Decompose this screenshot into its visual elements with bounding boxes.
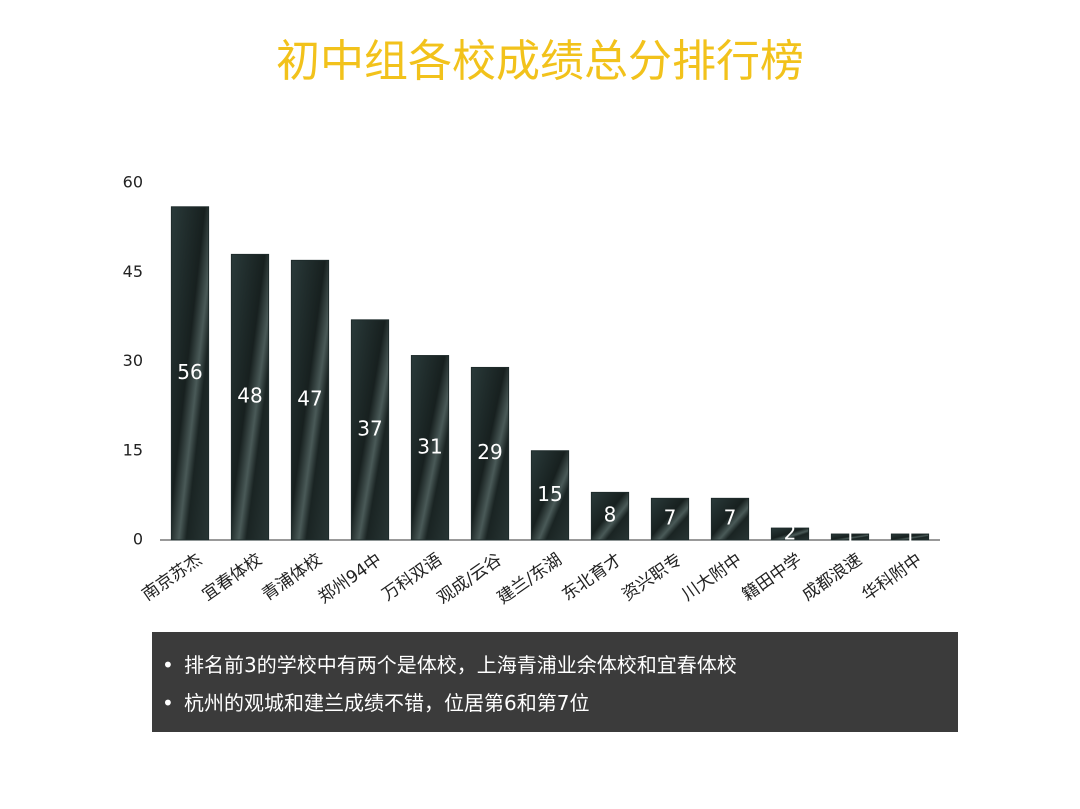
x-tick-label: 万科双语: [379, 550, 446, 605]
bar: [230, 253, 270, 541]
y-tick-label: 0: [133, 530, 143, 549]
y-tick-label: 15: [123, 440, 143, 459]
bar: [470, 366, 510, 541]
value-label: 7: [724, 506, 737, 530]
value-label: 47: [297, 387, 322, 411]
note-text: 排名前3的学校中有两个是体校，上海青浦业余体校和宜春体校: [184, 653, 737, 677]
x-tick-label: 成都浪速: [799, 550, 866, 605]
value-label: 15: [537, 482, 562, 506]
bar: [650, 497, 690, 541]
x-tick-label: 华科附中: [859, 550, 926, 605]
x-tick-label: 资兴职专: [619, 550, 686, 605]
value-label: 1: [904, 524, 917, 548]
bar: [710, 497, 750, 541]
value-label: 48: [237, 384, 262, 408]
y-tick-label: 60: [123, 173, 143, 192]
x-tick-label: 青浦体校: [259, 550, 326, 605]
x-tick-label: 宜春体校: [199, 550, 266, 605]
bar: [410, 355, 450, 541]
x-tick-label: 东北育才: [559, 550, 626, 605]
bar: [770, 527, 810, 541]
x-tick-label: 郑州94中: [315, 550, 386, 608]
bar: [350, 319, 390, 541]
y-tick-label: 30: [123, 351, 143, 370]
value-label: 1: [844, 524, 857, 548]
x-tick-label: 南京苏杰: [139, 550, 206, 605]
note-item: • 排名前3的学校中有两个是体校，上海青浦业余体校和宜春体校: [162, 653, 737, 677]
x-tick-label: 建兰/东湖: [494, 550, 566, 609]
x-tick-label: 观成/云谷: [434, 550, 506, 609]
note-box: • 排名前3的学校中有两个是体校，上海青浦业余体校和宜春体校 • 杭州的观城和建兰成…: [152, 632, 958, 732]
value-label: 31: [417, 434, 442, 458]
bar: [530, 450, 570, 541]
value-label: 56: [177, 360, 202, 384]
x-tick-label: 籍田中学: [739, 550, 806, 605]
bar: [170, 206, 210, 541]
bar: [590, 491, 630, 541]
chart-title: 初中组各校成绩总分排行榜: [276, 36, 804, 87]
value-label: 37: [357, 416, 382, 440]
value-label: 29: [477, 440, 502, 464]
x-tick-label: 川大附中: [679, 550, 746, 605]
bar: [290, 259, 330, 541]
bar: [830, 533, 870, 541]
value-label: 7: [664, 506, 677, 530]
note-item: • 杭州的观城和建兰成绩不错，位居第6和第7位: [162, 691, 590, 715]
value-label: 2: [784, 521, 797, 545]
y-tick-label: 45: [123, 262, 143, 281]
value-label: 8: [604, 503, 617, 527]
note-text: 杭州的观城和建兰成绩不错，位居第6和第7位: [184, 691, 590, 715]
bar: [890, 533, 930, 541]
